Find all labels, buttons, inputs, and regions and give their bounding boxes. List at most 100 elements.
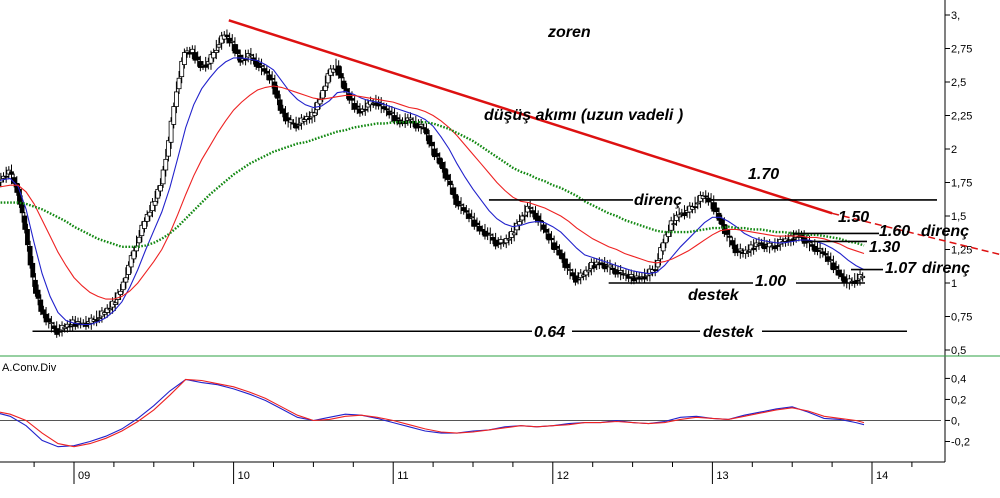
price-y-tick-label: 0,75 [951,312,972,324]
candle-body [219,35,225,44]
candle-body [501,242,506,245]
candle-body [152,200,158,206]
candle-body [745,251,751,253]
candle-body [469,216,475,219]
candle-body [575,278,581,281]
candle-body [155,188,161,199]
candle-body [756,244,762,246]
candle-body [658,247,663,260]
candle-body [354,105,360,108]
candle-body [168,120,174,143]
candle-body [567,269,573,271]
candle-body [25,228,30,246]
candle-body [610,267,616,271]
downtrend-line-extension [831,212,1000,256]
macd-y-tick-label: 0,4 [951,373,966,385]
candle-body [232,44,238,54]
candle-body [825,256,831,262]
ma-medium-line [0,85,865,300]
candle-body [580,274,586,277]
candle-body [147,211,153,217]
candle-body [264,70,270,74]
price-y-tick-label: 2,25 [951,111,972,123]
candle-body [634,275,639,279]
candle-body [296,124,302,127]
candle-body [227,37,233,44]
candle-body [208,54,214,64]
candle-body [642,276,647,280]
price-y-tick-label: 1,5 [951,211,966,223]
candle-body [836,269,842,276]
candle-body [570,272,576,277]
candle-body [823,253,828,256]
candle-body [772,245,778,250]
candle-body [189,48,195,53]
price-y-tick-label: 2,75 [951,44,972,56]
candle-body [96,317,102,320]
candle-body [104,307,110,313]
candle-body [320,90,326,99]
candle-body [663,234,669,244]
candle-body [267,74,272,81]
candle-body [62,326,68,329]
candle-body [455,200,461,207]
downtrend-label: düşüş akımı (uzun vadeli ) [484,107,683,124]
candle-body [35,289,41,299]
candle-body [479,228,485,232]
x-tick-label: 13 [716,470,728,482]
x-tick-label: 11 [397,470,408,482]
candle-body [112,302,118,305]
candle-body [429,141,435,147]
candle-body [519,215,525,221]
candle-body [445,174,451,180]
x-tick-label: 10 [238,470,250,482]
candle-body [144,213,150,222]
candle-body [179,60,185,78]
candle-body [384,108,389,111]
candle-body [477,225,483,232]
candle-body [158,185,163,192]
candle-body [447,180,453,186]
candle-body [381,106,387,110]
price-y-tick-label: 1,25 [951,245,972,257]
candle-body [115,292,121,300]
candle-body [269,78,275,80]
macd-title: A.Conv.Div [2,362,57,374]
candle-body [583,269,589,276]
candle-body [721,224,727,234]
candle-body [695,202,701,205]
candle-body [487,233,493,236]
support-0-64-label: destek [703,324,755,341]
candle-body [719,218,725,225]
candle-body [623,273,629,276]
candle-body [197,61,203,68]
candle-body [554,245,560,249]
candle-body [418,123,424,127]
candle-body [22,215,28,230]
candle-body [322,85,328,91]
candle-body [775,245,780,247]
candle-body [67,325,73,328]
candle-body [713,207,719,213]
candle-body [453,194,459,205]
candle-body [503,238,509,244]
candle-body [839,273,844,278]
candle-body [703,195,709,198]
candle-body [618,270,624,273]
annotations: zoren düşüş akımı (uzun vadeli ) direnç 1.7… [32,19,1000,341]
candle-body [394,117,400,120]
downtrend-line [228,19,833,215]
macd-y-tick-label: 0, [951,415,960,427]
ma-fast-line [0,57,865,326]
candle-body [283,112,288,122]
candle-body [724,229,730,235]
candle-body [330,68,336,73]
candle-body [19,202,25,214]
candle-body [288,119,294,123]
price-y-tick-label: 0,5 [951,345,966,357]
candle-body [668,220,674,231]
candle-body [833,266,839,269]
candle-body [599,262,605,265]
candle-body [120,281,126,291]
